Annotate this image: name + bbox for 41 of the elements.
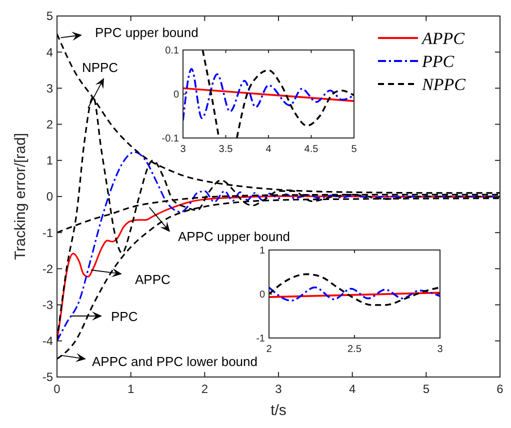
x-tick-label: 2 (201, 382, 208, 396)
y-tick-label: 1 (259, 246, 266, 256)
x-tick-label: 4 (348, 382, 356, 396)
y-tick-label: 2 (46, 118, 54, 132)
y-tick-label: -4 (42, 334, 54, 348)
y-tick-label: 1 (46, 154, 54, 168)
annotation: APPC upper bound (178, 229, 290, 244)
y-tick-label: 4 (46, 45, 54, 60)
x-tick-label: 4.5 (304, 144, 319, 155)
y-tick-label: 3 (46, 81, 54, 96)
x-tick-label: 2.5 (348, 344, 362, 355)
x-tick-label: 1 (127, 382, 134, 396)
annotation: NPPC (82, 60, 118, 75)
x-axis-title: t/s (270, 402, 286, 419)
y-tick-label: 0.1 (165, 46, 180, 56)
y-tick-label: -0.1 (162, 134, 180, 144)
annotation: APPC (135, 272, 170, 287)
x-tick-label: 3 (275, 382, 282, 396)
x-tick-label: 6 (496, 382, 504, 396)
annotation: APPC and PPC lower bound (92, 354, 258, 369)
legend-label: APPC (421, 28, 466, 48)
x-tick-label: 5 (422, 382, 430, 396)
x-tick-label: 3 (437, 344, 444, 355)
y-tick-label: -1 (256, 334, 266, 344)
x-tick-label: 5 (351, 144, 358, 155)
x-tick-label: 3.5 (218, 144, 234, 155)
y-tick-label: 0 (46, 190, 54, 204)
y-axis-title: Tracking error/[rad] (12, 133, 29, 260)
annotation: PPC upper bound (95, 25, 198, 40)
legend-label: PPC (421, 52, 455, 71)
y-tick-label: 0 (173, 90, 180, 100)
y-tick-label: 5 (46, 9, 54, 24)
y-tick-label: 0 (259, 290, 266, 300)
legend-label: NPPC (421, 74, 466, 94)
y-tick-label: -2 (42, 262, 54, 276)
x-tick-label: 3 (180, 144, 186, 155)
y-tick-label: -1 (42, 226, 54, 240)
x-tick-label: 2 (266, 344, 272, 355)
y-tick-label: -5 (42, 370, 54, 384)
y-tick-label: -3 (42, 298, 54, 312)
annotation: PPC (111, 309, 138, 324)
